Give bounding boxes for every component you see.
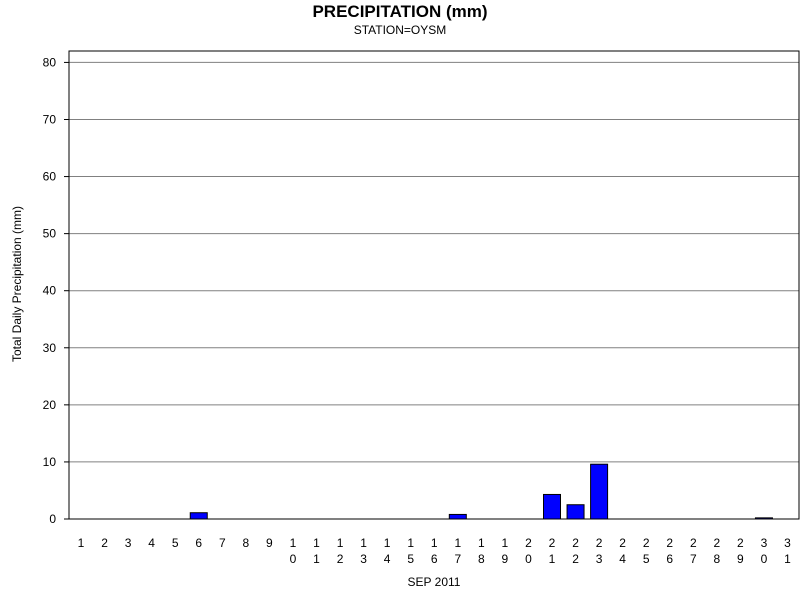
y-axis-ticks: 0 10 20 30 40 50 60 70 80 <box>43 55 69 526</box>
chart-subtitle: STATION=OYSM <box>354 23 447 37</box>
y-tick-label: 40 <box>43 284 57 298</box>
y-tick-label: 80 <box>43 55 57 69</box>
y-tick-label: 50 <box>43 227 57 241</box>
x-tick-label: 4 <box>384 552 391 566</box>
x-tick-label: 2 <box>337 552 344 566</box>
y-tick-label: 60 <box>43 170 57 184</box>
x-tick-label: 1 <box>784 552 791 566</box>
x-tick-label: 3 <box>596 552 603 566</box>
x-tick-label: 7 <box>219 536 226 550</box>
x-tick-label: 1 <box>290 536 297 550</box>
x-tick-label: 6 <box>666 552 673 566</box>
x-tick-label: 5 <box>172 536 179 550</box>
y-tick-label: 20 <box>43 398 57 412</box>
x-tick-label: 1 <box>454 536 461 550</box>
x-tick-label: 2 <box>737 536 744 550</box>
chart-title: PRECIPITATION (mm) <box>312 2 487 21</box>
x-tick-label: 6 <box>195 536 202 550</box>
grid-lines <box>69 61 799 463</box>
x-tick-label: 1 <box>360 536 367 550</box>
x-tick-label: 3 <box>125 536 132 550</box>
x-tick-label: 9 <box>502 552 509 566</box>
x-tick-label: 5 <box>643 552 650 566</box>
x-tick-label: 0 <box>290 552 297 566</box>
bars <box>189 463 773 520</box>
y-axis-label: Total Daily Precipitation (mm) <box>10 206 24 362</box>
x-tick-label: 2 <box>619 536 626 550</box>
x-tick-label: 2 <box>714 536 721 550</box>
y-tick-label: 0 <box>49 512 56 526</box>
x-tick-label: 4 <box>148 536 155 550</box>
bar <box>566 504 585 520</box>
x-tick-label: 8 <box>478 552 485 566</box>
x-tick-label: 1 <box>313 552 320 566</box>
plot-frame <box>68 50 800 520</box>
x-tick-label: 2 <box>666 536 673 550</box>
x-tick-label: 9 <box>266 536 273 550</box>
x-tick-label: 4 <box>619 552 626 566</box>
bar <box>543 493 561 520</box>
x-tick-label: 1 <box>502 536 509 550</box>
x-axis-label: SEP 2011 <box>408 575 461 589</box>
x-tick-label: 3 <box>784 536 791 550</box>
x-tick-label: 7 <box>454 552 461 566</box>
x-tick-label: 2 <box>549 536 556 550</box>
bar <box>189 512 208 520</box>
x-tick-label: 3 <box>360 552 367 566</box>
x-tick-label: 2 <box>572 552 579 566</box>
x-tick-label: 2 <box>596 536 603 550</box>
x-tick-label: 7 <box>690 552 697 566</box>
x-tick-label: 1 <box>78 536 85 550</box>
bar <box>590 463 609 520</box>
y-tick-label: 10 <box>43 455 57 469</box>
x-tick-label: 2 <box>572 536 579 550</box>
x-tick-label: 6 <box>431 552 438 566</box>
bar <box>448 513 467 520</box>
x-tick-label: 1 <box>549 552 556 566</box>
y-tick-label: 70 <box>43 112 57 126</box>
x-tick-label: 8 <box>714 552 721 566</box>
x-tick-label: 0 <box>525 552 532 566</box>
x-tick-label: 1 <box>384 536 391 550</box>
x-axis-ticks: 1 2 3 4 5 6 7 8 9 1011121314151617181920212223242… <box>78 536 792 566</box>
x-tick-label: 1 <box>313 536 320 550</box>
x-tick-label: 2 <box>643 536 650 550</box>
x-tick-label: 5 <box>407 552 414 566</box>
x-tick-label: 1 <box>407 536 414 550</box>
x-tick-label: 2 <box>525 536 532 550</box>
x-tick-label: 1 <box>337 536 344 550</box>
x-tick-label: 1 <box>431 536 438 550</box>
x-tick-label: 2 <box>101 536 108 550</box>
x-tick-label: 3 <box>761 536 768 550</box>
x-tick-label: 9 <box>737 552 744 566</box>
x-tick-label: 8 <box>243 536 250 550</box>
x-tick-label: 1 <box>478 536 485 550</box>
x-tick-label: 2 <box>690 536 697 550</box>
y-tick-label: 30 <box>43 341 57 355</box>
x-tick-label: 0 <box>761 552 768 566</box>
